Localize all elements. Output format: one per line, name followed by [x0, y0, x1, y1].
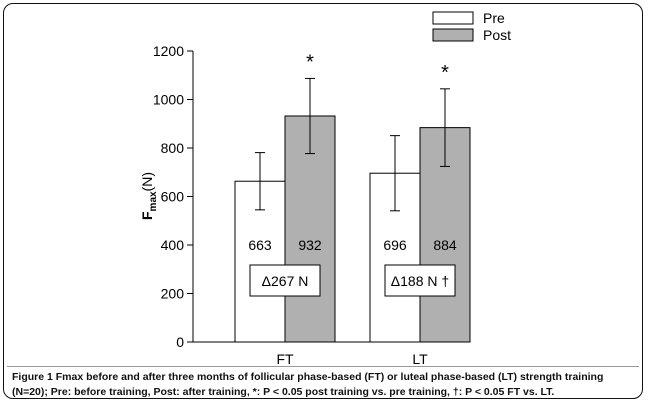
legend-swatch-pre: [432, 11, 474, 25]
significance-mark: *: [306, 51, 314, 73]
legend-swatch-post: [432, 28, 474, 42]
bar-post-ft: [284, 115, 336, 343]
y-axis-label-sub: max: [148, 191, 159, 211]
caption-separator: [7, 366, 639, 367]
delta-label: Δ267 N: [262, 273, 309, 289]
delta-label: Δ188 N †: [391, 273, 449, 289]
y-axis-label: Fmax(N): [139, 172, 159, 220]
delta-box: [384, 264, 456, 297]
y-tick-label: 1000: [153, 92, 184, 108]
delta-box: [249, 264, 321, 297]
x-tick-label: LT: [412, 351, 428, 367]
y-tick-label: 600: [161, 189, 185, 205]
y-tick-label: 1200: [153, 43, 184, 59]
y-tick-label: 200: [161, 286, 185, 302]
caption-text: Figure 1 Fmax before and after three mon…: [12, 371, 604, 398]
data-label: 884: [433, 237, 457, 253]
figure-caption: Figure 1 Fmax before and after three mon…: [12, 370, 636, 400]
legend-label: Pre: [483, 10, 505, 26]
x-tick-label: FT: [276, 351, 294, 367]
y-tick-label: 800: [161, 140, 185, 156]
data-label: 932: [298, 237, 322, 253]
y-tick-label: 400: [161, 237, 185, 253]
data-label: 696: [383, 237, 407, 253]
legend-label: Post: [483, 27, 511, 43]
y-axis-label-unit: (N): [139, 172, 155, 191]
data-label: 663: [248, 237, 272, 253]
y-tick-label: 0: [176, 334, 184, 350]
y-axis-label-main: F: [139, 211, 155, 220]
significance-mark: *: [441, 62, 449, 84]
